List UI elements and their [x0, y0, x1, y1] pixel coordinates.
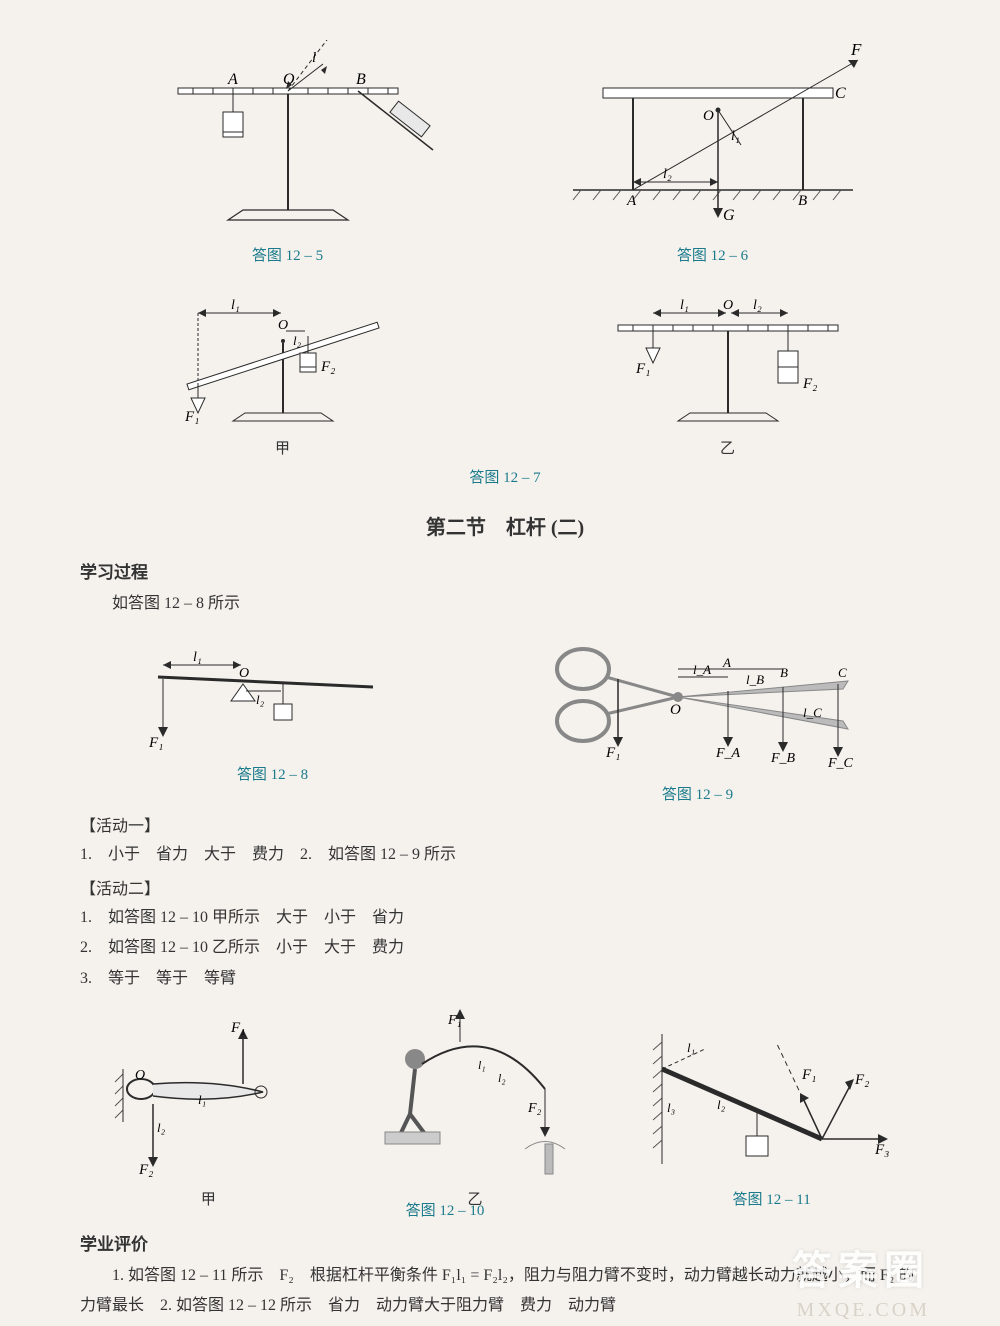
svg-text:F₂: F₂ — [802, 376, 817, 392]
svg-text:F_A: F_A — [715, 746, 741, 761]
diagram-12-5: A O B l — [138, 40, 438, 240]
figure-12-5: A O B l 答图 12 – 5 — [138, 40, 438, 265]
figure-12-10-yi: F₁ l₁ l₂ F₂ 乙 — [370, 1004, 580, 1209]
diagram-12-7-yi: l₁ O l₂ F₁ F₂ — [598, 273, 858, 433]
svg-text:O: O — [135, 1068, 145, 1083]
svg-text:l₁: l₁ — [193, 650, 202, 665]
diagram-12-6: F C O l₁ l₂ A B G — [553, 40, 873, 240]
svg-text:l₁: l₁ — [231, 298, 240, 313]
svg-text:l₃: l₃ — [667, 1100, 675, 1115]
diagram-12-9: F₁ O l_A A l_B B l_C C F_A F_B F_C — [528, 629, 868, 779]
label-O: O — [283, 71, 295, 88]
svg-text:F₂: F₂ — [320, 359, 335, 375]
learning-text: 如答图 12 – 8 所示 — [80, 589, 930, 619]
watermark: 答案圈 — [792, 1238, 930, 1296]
diagram-12-10-jia: O l₁ l₂ F₁ F₂ — [113, 1014, 303, 1184]
sub-caption-yi-1: 乙 — [720, 437, 735, 458]
svg-text:B: B — [780, 665, 788, 680]
label-F: F — [850, 40, 862, 59]
watermark-url: MXQE.COM — [797, 1299, 930, 1322]
svg-text:O: O — [278, 318, 288, 333]
svg-text:l₂: l₂ — [157, 1120, 166, 1135]
svg-text:F₁: F₁ — [447, 1013, 461, 1028]
activity1-line1: 1. 小于 省力 大于 费力 2. 如答图 12 – 9 所示 — [80, 840, 930, 870]
svg-text:A: A — [722, 655, 731, 670]
label-B2: B — [798, 193, 807, 209]
figure-12-9: F₁ O l_A A l_B B l_C C F_A F_B F_C 答图 12… — [528, 629, 868, 804]
svg-text:l₁: l₁ — [198, 1092, 206, 1107]
figure-12-7-yi: l₁ O l₂ F₁ F₂ 乙 — [598, 273, 858, 458]
svg-text:F₁: F₁ — [148, 735, 163, 751]
caption-12-7: 答图 12 – 7 — [80, 466, 930, 487]
label-l2: l₂ — [663, 167, 672, 182]
svg-text:F₁: F₁ — [184, 409, 199, 425]
svg-text:l₂: l₂ — [753, 298, 762, 313]
label-C: C — [835, 85, 846, 102]
svg-text:F₁: F₁ — [635, 361, 650, 377]
svg-text:l₁: l₁ — [687, 1040, 695, 1055]
sub-caption-jia-2: 甲 — [201, 1188, 216, 1209]
label-l1: l₁ — [731, 129, 740, 144]
svg-text:O: O — [723, 298, 733, 313]
figure-12-11: l₁ l₃ l₂ F₁ F₂ F₃ 答图 12 – 11 — [647, 1014, 897, 1209]
diagram-12-8: l₁ O l₂ F₁ — [143, 629, 403, 759]
svg-text:O: O — [670, 702, 681, 718]
figure-row-1: A O B l 答图 12 – 5 — [80, 40, 930, 265]
svg-text:F₃: F₃ — [874, 1142, 889, 1158]
figure-row-3: l₁ O l₂ F₁ 答图 12 – 8 — [80, 629, 930, 804]
heading-activity2: 【活动二】 — [80, 875, 930, 899]
diagram-12-7-jia: l₁ O l₂ F₁ F₂ — [153, 273, 413, 433]
activity2-line1: 1. 如答图 12 – 10 甲所示 大于 小于 省力 — [80, 903, 930, 933]
svg-text:l₁: l₁ — [478, 1058, 486, 1072]
caption-12-6: 答图 12 – 6 — [677, 244, 748, 265]
svg-text:F₂: F₂ — [854, 1072, 869, 1088]
label-G: G — [723, 207, 735, 224]
activity2-line3: 3. 等于 等于 等臂 — [80, 964, 930, 994]
caption-12-11: 答图 12 – 11 — [733, 1188, 811, 1209]
svg-text:F₁: F₁ — [605, 745, 620, 761]
svg-text:O: O — [239, 666, 249, 681]
label-O2: O — [703, 108, 714, 124]
heading-activity1: 【活动一】 — [80, 812, 930, 836]
figure-12-6: F C O l₁ l₂ A B G 答图 12 – 6 — [553, 40, 873, 265]
svg-text:l_A: l_A — [693, 662, 711, 677]
label-A2: A — [626, 193, 637, 209]
figure-12-10-jia: O l₁ l₂ F₁ F₂ 甲 — [113, 1014, 303, 1209]
activity2-line2: 2. 如答图 12 – 10 乙所示 小于 大于 费力 — [80, 933, 930, 963]
svg-text:C: C — [838, 665, 847, 680]
svg-text:F₁: F₁ — [801, 1067, 816, 1083]
svg-text:l₂: l₂ — [717, 1097, 726, 1112]
figure-12-7-jia: l₁ O l₂ F₁ F₂ 甲 — [153, 273, 413, 458]
svg-text:F₁: F₁ — [230, 1020, 245, 1036]
svg-text:F_C: F_C — [827, 756, 854, 771]
section-title: 第二节 杠杆 (二) — [80, 511, 930, 540]
caption-12-9: 答图 12 – 9 — [662, 783, 733, 804]
label-B: B — [356, 71, 366, 88]
svg-text:l_C: l_C — [803, 705, 822, 720]
svg-text:F_B: F_B — [770, 751, 796, 766]
heading-learning: 学习过程 — [80, 558, 930, 583]
diagram-12-11: l₁ l₃ l₂ F₁ F₂ F₃ — [647, 1014, 897, 1184]
label-A: A — [227, 71, 238, 88]
figure-row-4: O l₁ l₂ F₁ F₂ 甲 F₁ l₁ l₂ — [80, 1004, 930, 1209]
svg-text:l₂: l₂ — [498, 1071, 506, 1085]
caption-12-8: 答图 12 – 8 — [237, 763, 308, 784]
svg-text:l₁: l₁ — [680, 298, 689, 313]
label-l: l — [312, 50, 316, 66]
svg-text:l₂: l₂ — [256, 692, 265, 707]
svg-text:F₂: F₂ — [138, 1162, 153, 1178]
sub-caption-jia-1: 甲 — [275, 437, 290, 458]
figure-12-8: l₁ O l₂ F₁ 答图 12 – 8 — [143, 629, 403, 804]
diagram-12-10-yi: F₁ l₁ l₂ F₂ — [370, 1004, 580, 1184]
figure-row-2: l₁ O l₂ F₁ F₂ 甲 — [80, 273, 930, 458]
svg-text:l_B: l_B — [746, 672, 764, 687]
svg-text:F₂: F₂ — [527, 1101, 542, 1116]
caption-12-5: 答图 12 – 5 — [252, 244, 323, 265]
svg-text:l₂: l₂ — [293, 333, 302, 348]
